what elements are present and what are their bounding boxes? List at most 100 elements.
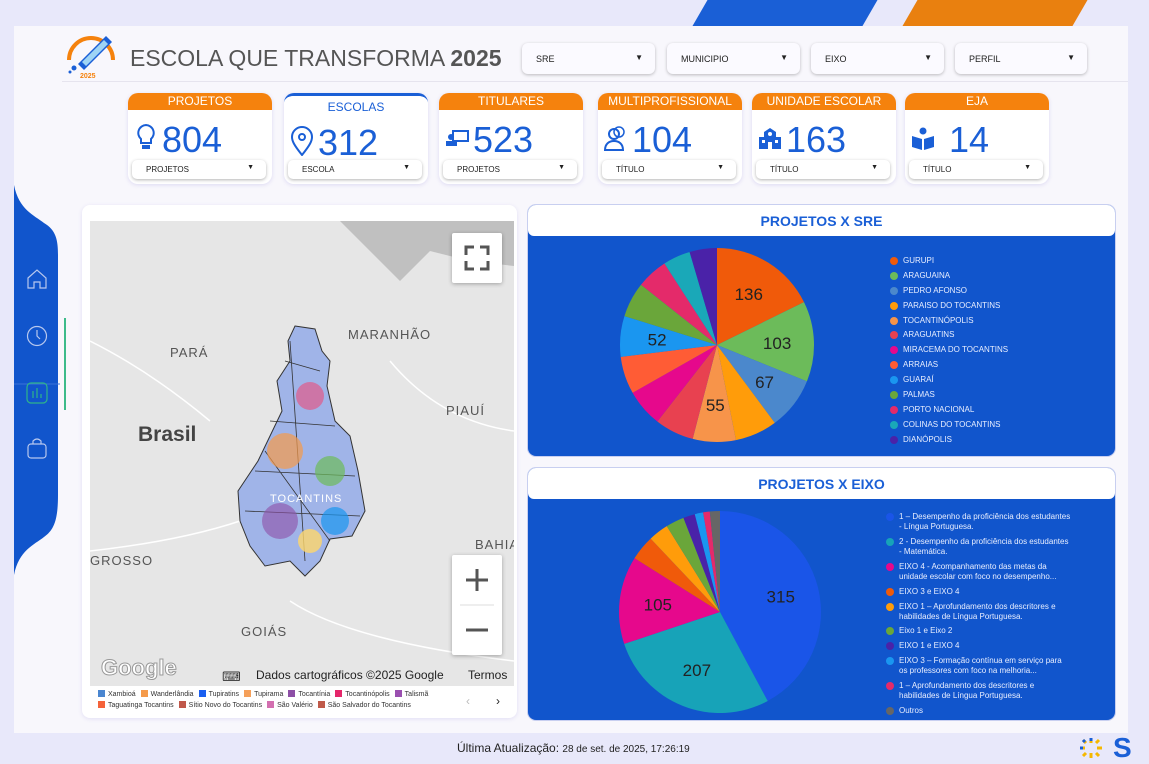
pie-slice[interactable]	[624, 612, 768, 713]
legend-dot	[890, 331, 898, 340]
kpi-card-projetos[interactable]: PROJETOS 804 PROJETOS ▼	[128, 93, 272, 184]
chart-icon[interactable]	[26, 382, 48, 404]
pie-slice[interactable]	[683, 514, 720, 612]
legend-item[interactable]: COLINAS DO TOCANTINS	[890, 420, 1008, 430]
legend-item[interactable]: TOCANTINÓPOLIS	[890, 316, 1008, 326]
teacher-icon	[446, 130, 469, 146]
legend-swatch	[394, 690, 402, 697]
logo-year: 2025	[80, 73, 96, 80]
sun-logo-icon	[1080, 738, 1102, 758]
pie-slice[interactable]	[650, 526, 720, 612]
clock-icon[interactable]	[26, 325, 48, 347]
legend-item[interactable]: GUARAÍ	[890, 375, 1008, 385]
legend-item[interactable]: ARRAIAS	[890, 360, 1008, 370]
legend-swatch	[178, 701, 186, 708]
pie-slice[interactable]	[619, 558, 720, 644]
bag-icon[interactable]	[26, 437, 48, 459]
legend-item[interactable]: EIXO 3 e EIXO 4	[886, 587, 1071, 597]
kpi-selector[interactable]: TÍTULO ▼	[909, 160, 1043, 179]
filter-label: EIXO	[825, 54, 847, 64]
legend-item[interactable]: DIANÓPOLIS	[890, 435, 1008, 445]
kpi-selector-label: TÍTULO	[770, 165, 799, 174]
kpi-card-multiprofissional[interactable]: MULTIPROFISSIONAL 104 TÍTULO ▼	[598, 93, 742, 184]
kpi-card-unidade-escolar[interactable]: UNIDADE ESCOLAR 163 TÍTULO ▼	[752, 93, 896, 184]
legend-label: EIXO 3 – Formação contínua em serviço pa…	[899, 656, 1062, 676]
caret-down-icon: ▼	[924, 53, 932, 62]
legend-item[interactable]: ARAGUATINS	[890, 330, 1008, 340]
filter-perfil[interactable]: PERFIL ▼	[955, 43, 1087, 74]
kpi-selector[interactable]: TÍTULO ▼	[602, 160, 736, 179]
filter-eixo[interactable]: EIXO ▼	[811, 43, 944, 74]
map[interactable]: PARÁ MARANHÃO PIAUÍ Brasil GROSSO GOIÁS …	[90, 221, 514, 686]
legend-item[interactable]: GURUPI	[890, 256, 1008, 266]
pie-slice[interactable]	[620, 316, 717, 357]
pie-slice[interactable]	[720, 511, 821, 702]
kpi-selector[interactable]: PROJETOS ▼	[132, 160, 266, 179]
legend-swatch	[198, 690, 206, 697]
legend-item[interactable]: PALMAS	[890, 390, 1008, 400]
legend-item[interactable]: EIXO 3 – Formação contínua em serviço pa…	[886, 656, 1071, 676]
keyboard-icon[interactable]: ⌨	[222, 669, 241, 684]
kpi-title: PROJETOS	[128, 93, 272, 110]
pie-slice[interactable]	[694, 512, 720, 612]
pie-slice[interactable]	[692, 345, 736, 442]
legend-item[interactable]: 1 – Desempenho da proficiência dos estud…	[886, 512, 1071, 532]
kpi-card-titulares[interactable]: TITULARES 523 PROJETOS ▼	[439, 93, 583, 184]
chart-legend: 1 – Desempenho da proficiência dos estud…	[886, 512, 1071, 720]
kpi-card-escolas[interactable]: ESCOLAS 312 ESCOLA ▼	[284, 93, 428, 184]
legend-swatch	[98, 690, 105, 697]
legend-item[interactable]: PORTO NACIONAL	[890, 405, 1008, 415]
kpi-card-eja[interactable]: EJA 14 TÍTULO ▼	[905, 93, 1049, 184]
pie-slice[interactable]	[632, 345, 717, 422]
pie-slice[interactable]	[641, 263, 717, 345]
legend-item[interactable]: EIXO 1 e EIXO 4	[886, 641, 1071, 651]
filter-municipio[interactable]: MUNICIPIO ▼	[667, 43, 800, 74]
pie-slice[interactable]	[624, 284, 717, 345]
legend-item[interactable]: EIXO 1 – Aprofundamento dos descritores …	[886, 602, 1071, 622]
pie-slice[interactable]	[666, 517, 720, 612]
legend-item[interactable]: PEDRO AFONSO	[890, 286, 1008, 296]
map-terms-link[interactable]: Termos	[468, 668, 508, 682]
legend-item[interactable]: EIXO 4 - Acompanhamento das metas da uni…	[886, 562, 1071, 582]
pie-slice[interactable]	[709, 511, 720, 612]
pie-slice[interactable]	[717, 302, 814, 382]
pie-slice[interactable]	[634, 538, 720, 612]
legend-label: São Salvador do Tocantins	[327, 702, 411, 709]
pie-slice[interactable]	[703, 511, 720, 612]
map-legend-item: Wanderlândia	[140, 689, 194, 700]
map-legend-item: Tocantinópolis	[335, 689, 390, 700]
legend-label: Talismã	[404, 691, 429, 698]
legend-dot	[890, 346, 898, 355]
zoom-in-icon[interactable]	[466, 569, 488, 591]
map-label-goias: GOIÁS	[241, 624, 288, 639]
legend-prev-icon[interactable]: ‹	[466, 694, 470, 708]
pie-slice[interactable]	[717, 345, 775, 441]
kpi-selector[interactable]: TÍTULO ▼	[756, 160, 890, 179]
pie-slice[interactable]	[620, 345, 717, 393]
filter-sre[interactable]: SRE ▼	[522, 43, 655, 74]
legend-dot	[890, 286, 898, 295]
legend-item[interactable]: 2 - Desempenho da proficiência dos estud…	[886, 537, 1071, 557]
legend-item[interactable]: Outros	[886, 706, 1071, 716]
fullscreen-icon	[464, 245, 490, 271]
kpi-selector[interactable]: ESCOLA ▼	[288, 160, 422, 179]
legend-item[interactable]: MIRACEMA DO TOCANTINS	[890, 345, 1008, 355]
pie-slice[interactable]	[717, 248, 804, 345]
data-label: 52	[648, 331, 667, 350]
pie-slice[interactable]	[664, 251, 717, 345]
legend-item[interactable]: 1 – Aprofundamento dos descritores e hab…	[886, 681, 1071, 701]
kpi-selector[interactable]: PROJETOS ▼	[443, 160, 577, 179]
pie-slice[interactable]	[717, 345, 807, 423]
legend-item[interactable]: PARAISO DO TOCANTINS	[890, 301, 1008, 311]
pie-slice[interactable]	[657, 345, 717, 439]
pie-slice[interactable]	[689, 248, 717, 345]
legend-dot	[890, 376, 898, 385]
legend-item[interactable]: Eixo 1 e Eixo 2	[886, 626, 1071, 636]
legend-item[interactable]: ARAGUAINA	[890, 271, 1008, 281]
fullscreen-button[interactable]	[452, 233, 502, 283]
legend-swatch	[140, 690, 148, 697]
legend-next-icon[interactable]: ›	[496, 694, 500, 708]
kpi-value: 523	[473, 119, 534, 160]
legend-label: Tupiratins	[208, 691, 240, 698]
home-icon[interactable]	[26, 268, 48, 290]
